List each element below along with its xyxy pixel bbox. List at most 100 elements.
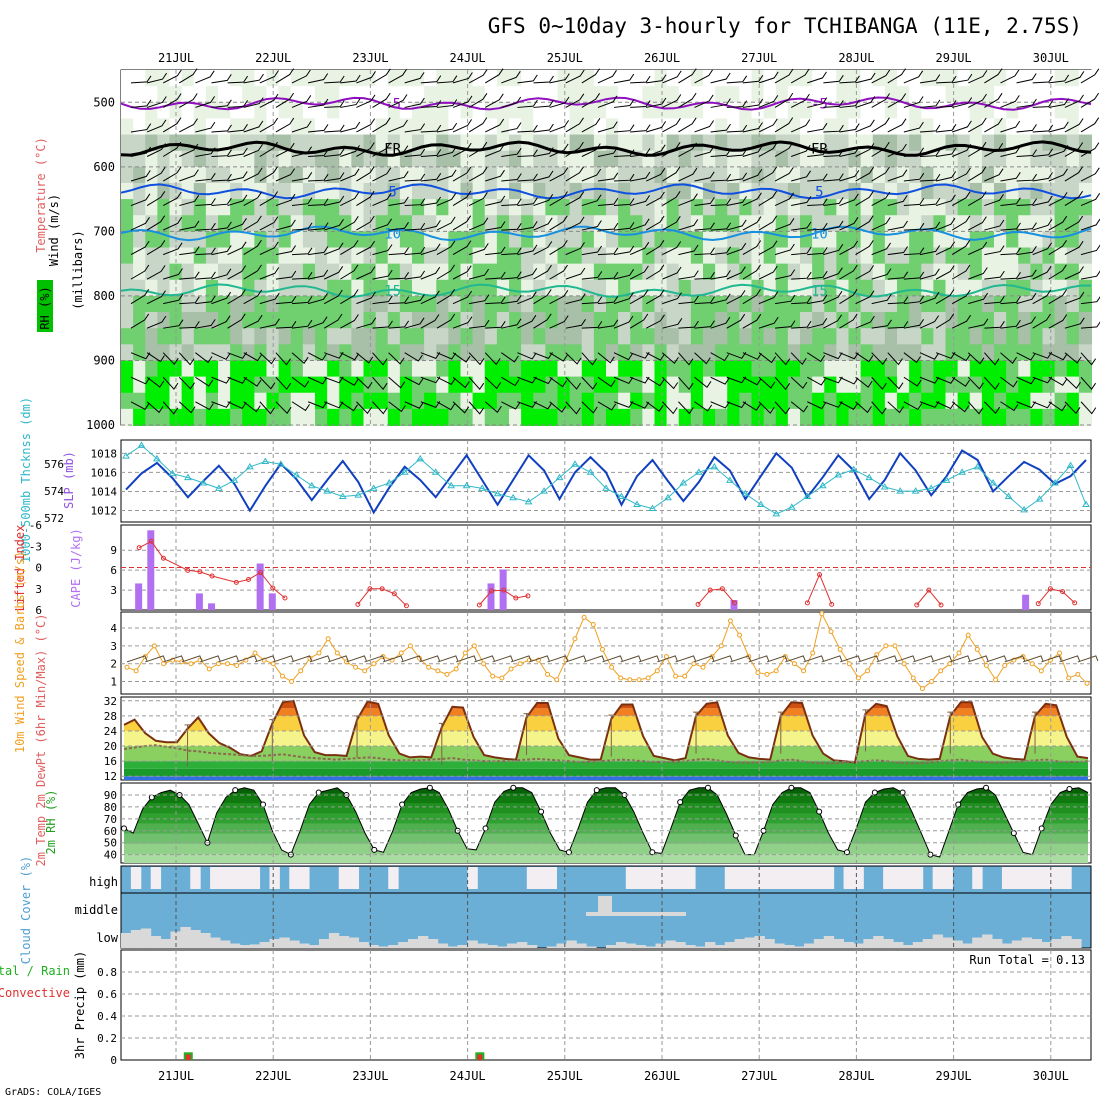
cloud-high-bar bbox=[1021, 867, 1033, 889]
wind-barb bbox=[758, 142, 778, 157]
rh-marker bbox=[121, 825, 127, 832]
wind-barb bbox=[420, 100, 442, 108]
cloud-low-bar bbox=[655, 943, 666, 948]
cloud-low-bar bbox=[893, 942, 904, 948]
cloud-low-bar bbox=[1031, 939, 1043, 948]
wind-barb bbox=[855, 72, 876, 84]
rh-cell bbox=[994, 134, 1008, 152]
wind10-line bbox=[126, 612, 1088, 690]
rh-cell bbox=[739, 150, 753, 168]
wind-barb bbox=[485, 221, 506, 231]
wind-barb bbox=[372, 117, 391, 133]
wind-barb bbox=[871, 376, 887, 390]
cape-bar bbox=[135, 583, 143, 610]
li-marker bbox=[209, 573, 215, 579]
wind-barb bbox=[1080, 142, 1100, 157]
date-label: 30JUL bbox=[1033, 1069, 1069, 1083]
wind-barb bbox=[629, 313, 649, 329]
rh-cell bbox=[642, 408, 656, 426]
rh-cell bbox=[521, 376, 535, 394]
wind-barb bbox=[678, 320, 699, 329]
wind-barb bbox=[163, 293, 184, 305]
rh-cell bbox=[545, 215, 559, 233]
rh-cell bbox=[812, 295, 826, 314]
cloud-low-bar bbox=[338, 936, 350, 948]
rh-marker bbox=[955, 801, 962, 808]
rh-cell bbox=[121, 279, 135, 297]
rh-cell bbox=[751, 328, 765, 346]
wind10-marker bbox=[974, 646, 980, 652]
wind10-barb bbox=[547, 655, 569, 663]
wind-barb bbox=[581, 194, 602, 207]
wind-barb bbox=[646, 74, 667, 84]
thickness-marker bbox=[772, 509, 781, 517]
cloud-high-bar bbox=[813, 867, 825, 889]
rh-cell bbox=[399, 376, 413, 394]
rh-cell bbox=[703, 70, 717, 88]
rh-cell bbox=[848, 231, 862, 249]
rh-cell bbox=[812, 70, 826, 88]
wind-barb bbox=[1048, 121, 1069, 133]
wind-barb bbox=[935, 376, 956, 384]
rh-cell bbox=[1054, 328, 1068, 346]
rh-cell bbox=[921, 166, 935, 184]
rh-cell bbox=[278, 328, 292, 346]
rh-cell bbox=[1006, 247, 1020, 265]
wind-barb bbox=[694, 320, 715, 329]
rh-legend-swatch bbox=[37, 280, 53, 332]
rh-cell bbox=[496, 231, 510, 249]
temp-tick: 24 bbox=[104, 725, 118, 738]
wind-barb bbox=[404, 270, 426, 280]
wind-barb bbox=[533, 264, 552, 280]
rh-cell bbox=[836, 231, 850, 249]
wind-barb bbox=[823, 290, 843, 305]
rh-cell bbox=[327, 182, 341, 201]
wind-barb bbox=[823, 100, 844, 108]
rh-cell bbox=[969, 102, 983, 120]
cloud-low-bar bbox=[140, 928, 152, 948]
cloud-low-bar bbox=[1051, 939, 1062, 948]
rh-cell bbox=[1018, 295, 1032, 314]
rh-cell bbox=[654, 231, 668, 249]
pressure-tick: 900 bbox=[93, 353, 115, 367]
rh-cell bbox=[448, 247, 462, 265]
rh-cell bbox=[606, 102, 620, 120]
rh-cell bbox=[618, 150, 632, 168]
rh-cell bbox=[884, 344, 898, 362]
wind-barb bbox=[1080, 352, 1097, 366]
rh-cell bbox=[484, 295, 498, 314]
wind10-marker bbox=[636, 677, 642, 683]
wind-barb bbox=[211, 401, 231, 408]
rh-cell bbox=[387, 134, 401, 152]
rh-cell bbox=[763, 376, 777, 394]
rh-cell bbox=[545, 182, 559, 201]
wind-barb bbox=[678, 219, 699, 231]
rh-cell bbox=[254, 118, 268, 136]
thickness-marker bbox=[586, 468, 595, 475]
wind-barb bbox=[162, 166, 182, 182]
wind-barb bbox=[887, 195, 908, 207]
rh-cell bbox=[848, 408, 862, 426]
wind-barb bbox=[774, 269, 796, 280]
rh-cell bbox=[412, 408, 426, 426]
rh-cell bbox=[533, 312, 547, 330]
wind-barb bbox=[308, 98, 329, 108]
wind10-marker bbox=[627, 677, 633, 683]
wind-barb bbox=[565, 376, 582, 390]
wind-barb bbox=[565, 267, 586, 280]
rh-cell bbox=[739, 231, 753, 249]
rh-cell bbox=[533, 263, 547, 281]
rh-cell bbox=[496, 150, 510, 168]
wind-barb bbox=[726, 376, 747, 384]
rh-cell bbox=[1054, 408, 1068, 426]
rh-cell bbox=[872, 279, 886, 297]
wind-barb bbox=[549, 352, 568, 362]
wind10-marker bbox=[618, 675, 624, 681]
wind-barb bbox=[597, 121, 618, 133]
rh-cell bbox=[242, 247, 256, 265]
rh-cell bbox=[278, 360, 292, 378]
rh-cell bbox=[812, 247, 826, 265]
wind10-marker bbox=[901, 661, 907, 667]
wind-barb bbox=[259, 241, 279, 256]
